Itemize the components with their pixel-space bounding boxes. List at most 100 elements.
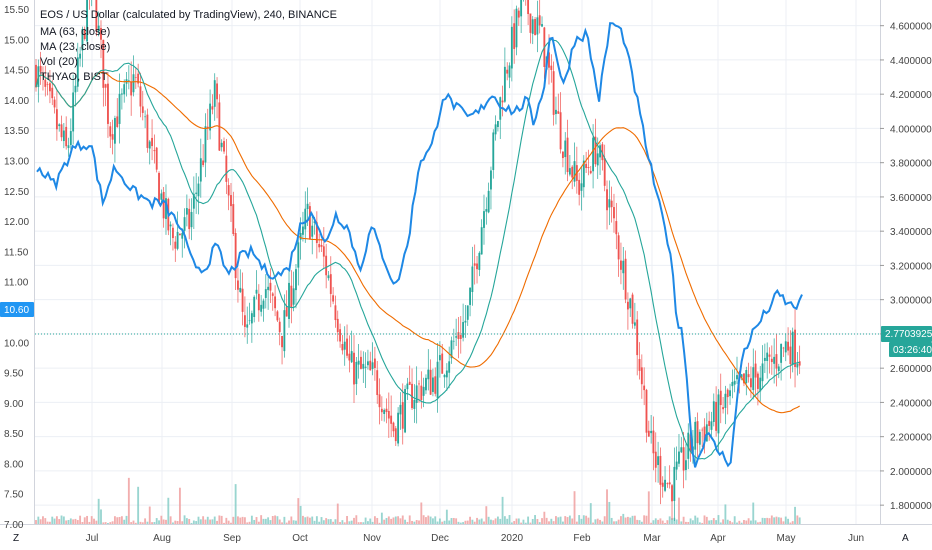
candle-body bbox=[538, 15, 541, 26]
volume-bar bbox=[281, 522, 283, 524]
candle-body bbox=[320, 244, 323, 247]
volume-bar bbox=[213, 516, 216, 524]
candle-body bbox=[336, 318, 339, 333]
legend-compare-symbol[interactable]: THYAO, BIST bbox=[40, 71, 108, 83]
volume-bar bbox=[97, 498, 100, 524]
volume-bar bbox=[90, 516, 93, 524]
legend-volume[interactable]: Vol (20) bbox=[40, 56, 78, 68]
volume-bar bbox=[297, 498, 300, 524]
volume-bar bbox=[671, 518, 673, 524]
volume-bar bbox=[705, 516, 708, 524]
volume-bar bbox=[657, 519, 660, 524]
candle-body bbox=[311, 225, 314, 237]
volume-bar bbox=[332, 521, 335, 524]
candle-body bbox=[675, 461, 678, 470]
candle-body bbox=[246, 324, 249, 328]
candle-body bbox=[213, 80, 216, 107]
legend-ma23[interactable]: MA (23, close) bbox=[40, 41, 110, 53]
candle-body bbox=[506, 69, 509, 74]
volume-bar bbox=[350, 520, 353, 524]
candle-body bbox=[594, 136, 597, 165]
volume-bar bbox=[65, 520, 68, 524]
legend-symbol-title[interactable]: EOS / US Dollar (calculated by TradingVi… bbox=[40, 9, 337, 21]
volume-bar bbox=[355, 515, 358, 524]
volume-bar bbox=[109, 522, 112, 524]
volume-bar bbox=[780, 517, 783, 524]
candle-body bbox=[671, 485, 673, 502]
ma23-line bbox=[35, 38, 800, 460]
candle-body bbox=[44, 79, 47, 87]
auto-scale-button[interactable]: A bbox=[902, 533, 909, 544]
candle-body bbox=[355, 361, 358, 385]
volume-bar bbox=[487, 516, 490, 524]
candle-body bbox=[399, 404, 402, 415]
candle-body bbox=[743, 373, 745, 384]
candle-body bbox=[564, 140, 567, 158]
candle-body bbox=[694, 421, 697, 450]
volume-bar bbox=[550, 518, 553, 524]
time-axis-tick-label: Jun bbox=[848, 533, 864, 544]
candle-body bbox=[197, 183, 200, 197]
candle-body bbox=[322, 246, 325, 257]
volume-bar bbox=[53, 518, 56, 524]
volume-bar bbox=[250, 515, 253, 524]
candle-body bbox=[250, 313, 253, 324]
left-axis-tick-label: 10.00 bbox=[4, 338, 29, 349]
volume-bar bbox=[413, 521, 416, 524]
volume-bar bbox=[369, 518, 372, 524]
volume-bar bbox=[559, 516, 562, 524]
volume-bar bbox=[227, 520, 230, 524]
volume-bar bbox=[747, 518, 750, 524]
volume-bar bbox=[132, 520, 135, 524]
candle-body bbox=[647, 430, 650, 437]
volume-bar bbox=[107, 522, 109, 524]
volume-bar bbox=[172, 522, 174, 524]
candle-body bbox=[636, 319, 639, 356]
zoom-toggle-button[interactable]: Z bbox=[13, 533, 19, 544]
candle-body bbox=[116, 116, 119, 128]
candle-body bbox=[661, 482, 664, 487]
candle-body bbox=[782, 347, 785, 349]
candle-body bbox=[645, 389, 648, 433]
volume-bar bbox=[60, 515, 63, 524]
candle-body bbox=[457, 332, 460, 339]
candle-body bbox=[441, 353, 444, 374]
volume-bar bbox=[209, 519, 212, 524]
candle-body bbox=[445, 370, 448, 378]
volume-bar bbox=[629, 517, 632, 524]
candle-body bbox=[680, 447, 683, 453]
candle-body bbox=[269, 282, 272, 291]
candle-body bbox=[371, 362, 374, 369]
volume-bar bbox=[729, 520, 731, 524]
volume-bar bbox=[74, 518, 77, 524]
candle-body bbox=[736, 375, 738, 380]
volume-bar bbox=[585, 515, 588, 524]
candle-body bbox=[202, 160, 205, 166]
candle-body bbox=[267, 286, 270, 291]
volume-bar bbox=[490, 519, 492, 524]
candle-body bbox=[585, 163, 588, 168]
candle-body bbox=[626, 301, 629, 310]
volume-bar bbox=[731, 522, 734, 524]
volume-bar bbox=[79, 515, 82, 524]
candle-body bbox=[60, 124, 63, 138]
candle-body bbox=[55, 109, 58, 130]
volume-bar bbox=[401, 515, 404, 524]
volume-bar bbox=[123, 519, 126, 524]
candle-body bbox=[141, 106, 144, 113]
time-axis[interactable]: Jul Aug Sep Oct Nov Dec 2020 Feb Mar Apr May Jun bbox=[86, 533, 864, 544]
volume-bar bbox=[95, 520, 98, 524]
candle-body bbox=[255, 289, 258, 294]
volume-bar bbox=[624, 517, 627, 524]
volume-bar bbox=[589, 503, 592, 524]
volume-bar bbox=[415, 520, 418, 524]
candle-body bbox=[102, 39, 105, 88]
candle-body bbox=[794, 329, 796, 368]
candle-body bbox=[227, 185, 230, 196]
legend-ma63[interactable]: MA (63, close) bbox=[40, 26, 110, 38]
volume-bar bbox=[787, 518, 790, 524]
volume-bar bbox=[682, 516, 685, 524]
volume-bar bbox=[357, 522, 360, 524]
